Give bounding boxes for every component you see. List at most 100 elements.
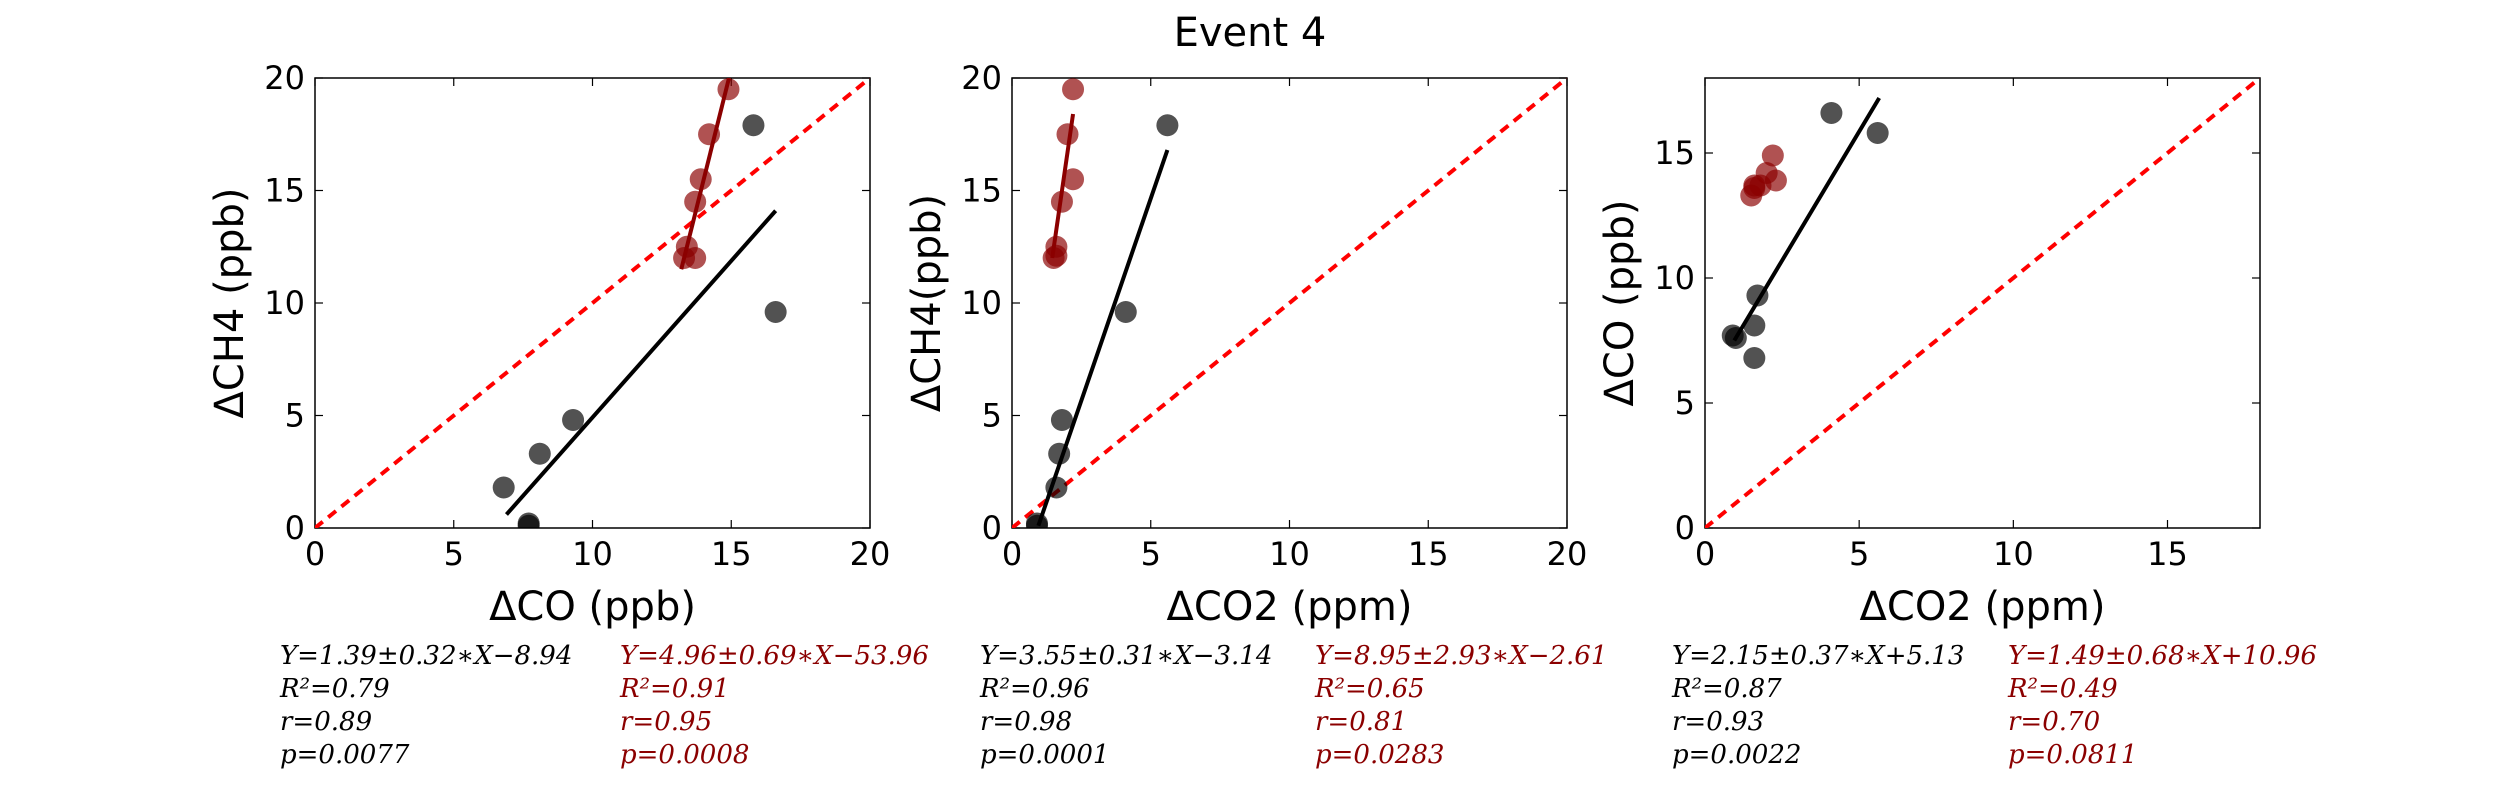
red-data-point (1764, 169, 1787, 192)
red-regression-stats: Y=1.49±0.68∗X+10.96 R²=0.49 r=0.70 p=0.0811 (2008, 640, 2317, 772)
black-regression-stats: Y=2.15±0.37∗X+5.13 R²=0.87 r=0.93 p=0.0022 (1672, 640, 1964, 772)
black-stats-line: R²=0.79 (280, 674, 390, 704)
red-stats-line: Y=8.95±2.93∗X−2.61 (1315, 641, 1608, 671)
red-stats-line: R²=0.91 (620, 674, 730, 704)
black-stats-line: Y=3.55±0.31∗X−3.14 (980, 641, 1273, 671)
red-stats-line: p=0.0008 (620, 740, 750, 770)
black-stats-line: p=0.0001 (980, 740, 1110, 770)
red-stats-line: r=0.95 (620, 707, 713, 737)
black-regression-line (1732, 96, 1881, 342)
black-stats-line: Y=2.15±0.37∗X+5.13 (1672, 641, 1965, 671)
black-data-point (1866, 122, 1889, 144)
black-data-point (562, 409, 585, 431)
y-tick-label: 5 (285, 397, 305, 435)
x-tick-label: 10 (572, 535, 613, 573)
red-stats-line: r=0.81 (1315, 707, 1408, 737)
figure-title: Event 4 (1174, 10, 1327, 56)
y-tick-label: 20 (961, 59, 1002, 97)
black-stats-line: R²=0.96 (980, 674, 1090, 704)
red-data-point (684, 247, 707, 269)
one-to-one-line (315, 78, 870, 528)
black-data-point (528, 442, 551, 465)
plot-data-area (1012, 78, 1567, 528)
y-tick-label: 0 (982, 509, 1002, 547)
black-data-point (742, 114, 765, 137)
x-tick-label: 0 (305, 535, 325, 573)
y-tick-label: 15 (961, 172, 1002, 210)
plot-data-area (315, 78, 870, 528)
plot-data-area (1705, 78, 2260, 528)
x-axis-label: ΔCO (ppb) (489, 584, 696, 630)
red-stats-line: p=0.0283 (1315, 740, 1445, 770)
x-tick-label: 20 (1547, 535, 1588, 573)
red-regression-stats: Y=8.95±2.93∗X−2.61 R²=0.65 r=0.81 p=0.0283 (1315, 640, 1607, 772)
x-tick-label: 20 (850, 535, 891, 573)
red-stats-line: Y=4.96±0.69∗X−53.96 (620, 641, 929, 671)
black-data-point (764, 301, 787, 323)
red-data-point (1761, 144, 1784, 167)
x-tick-label: 10 (1269, 535, 1310, 573)
x-tick-label: 0 (1695, 535, 1715, 573)
black-stats-line: r=0.93 (1672, 707, 1765, 737)
black-regression-line (504, 209, 778, 516)
x-tick-label: 5 (1849, 535, 1869, 573)
scatter-panel-1: 0 5 10 15 20 0 5 10 15 20 ΔCO (ppb) ΔCH4 (ppb) (207, 59, 890, 630)
black-stats-line: Y=1.39±0.32∗X−8.94 (280, 641, 573, 671)
one-to-one-line (1012, 78, 1567, 528)
black-stats-line: R²=0.87 (1672, 674, 1782, 704)
plot-frame (1704, 77, 2261, 529)
black-data-point (1156, 114, 1179, 137)
y-tick-label: 20 (264, 59, 305, 97)
scatter-panel-3: 0 5 10 15 0 5 10 15 ΔCO2 (ppm) ΔCO (ppb) (1597, 77, 2261, 630)
black-stats-line: p=0.0022 (1672, 740, 1802, 770)
black-regression-stats: Y=3.55±0.31∗X−3.14 R²=0.96 r=0.98 p=0.0001 (980, 640, 1272, 772)
x-tick-label: 10 (1993, 535, 2034, 573)
y-tick-label: 0 (1675, 509, 1695, 547)
y-tick-label: 10 (961, 284, 1002, 322)
x-tick-label: 15 (711, 535, 752, 573)
black-data-point (517, 514, 540, 528)
x-tick-label: 15 (1408, 535, 1449, 573)
black-data-point (1743, 347, 1766, 369)
red-data-point (1062, 168, 1085, 191)
red-stats-line: r=0.70 (2008, 707, 2101, 737)
black-stats-line: p=0.0077 (280, 740, 410, 770)
y-tick-label: 10 (1654, 259, 1695, 297)
black-stats-line: r=0.89 (280, 707, 373, 737)
y-tick-label: 15 (1654, 134, 1695, 172)
black-data-point (1050, 409, 1073, 431)
x-tick-label: 5 (444, 535, 464, 573)
black-data-point (492, 476, 515, 499)
x-tick-label: 5 (1141, 535, 1161, 573)
y-tick-label: 5 (1675, 384, 1695, 422)
black-regression-line (1036, 149, 1170, 527)
black-data-point (1025, 514, 1048, 528)
black-stats-line: r=0.98 (980, 707, 1073, 737)
y-tick-label: 0 (285, 509, 305, 547)
red-stats-line: R²=0.65 (1315, 674, 1425, 704)
red-data-point (1056, 123, 1079, 146)
red-stats-line: R²=0.49 (2008, 674, 2118, 704)
red-data-point (1062, 78, 1085, 101)
red-regression-stats: Y=4.96±0.69∗X−53.96 R²=0.91 r=0.95 p=0.0008 (620, 640, 929, 772)
y-tick-label: 5 (982, 397, 1002, 435)
red-regression-line (1050, 113, 1076, 259)
one-to-one-line (1705, 78, 2260, 528)
red-regression-line (679, 78, 732, 270)
red-stats-line: Y=1.49±0.68∗X+10.96 (2008, 641, 2317, 671)
red-data-point (1045, 235, 1068, 258)
x-axis-label: ΔCO2 (ppm) (1167, 584, 1413, 630)
black-regression-stats: Y=1.39±0.32∗X−8.94 R²=0.79 r=0.89 p=0.0077 (280, 640, 572, 772)
red-stats-line: p=0.0811 (2008, 740, 2138, 770)
scatter-panel-2: 0 5 10 15 20 0 5 10 15 20 ΔCO2 (ppm) ΔCH4(ppb) (904, 59, 1587, 630)
y-axis-label: ΔCH4 (ppb) (207, 188, 253, 419)
x-tick-label: 0 (1002, 535, 1022, 573)
black-data-point (1820, 102, 1843, 124)
y-axis-label: ΔCH4(ppb) (904, 194, 950, 412)
x-axis-label: ΔCO2 (ppm) (1860, 584, 2106, 630)
black-data-point (1114, 301, 1137, 323)
y-axis-label: ΔCO (ppb) (1597, 200, 1643, 407)
x-tick-label: 15 (2147, 535, 2188, 573)
y-tick-label: 15 (264, 172, 305, 210)
